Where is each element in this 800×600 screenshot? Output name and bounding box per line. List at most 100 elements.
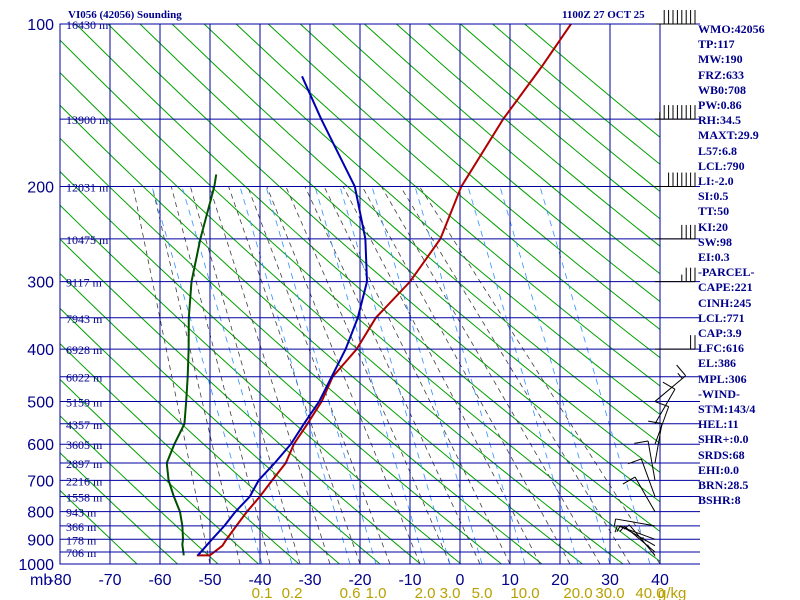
index-line: CAP:3.9 xyxy=(698,326,742,341)
moist-adiabat xyxy=(304,186,481,564)
height-label: 13900 m xyxy=(66,113,109,127)
temperature-tick-label: -10 xyxy=(398,572,421,589)
index-line: CAPE:221 xyxy=(698,280,753,295)
wind-barb-staff xyxy=(624,525,656,553)
height-label: 16430 m xyxy=(66,18,109,32)
moist-adiabat xyxy=(361,186,571,564)
mixing-ratio-label: 40.0 xyxy=(635,585,664,600)
station-title: VI056 (42056) Sounding xyxy=(68,9,182,21)
wind-barb xyxy=(634,440,656,481)
pressure-tick-label: 200 xyxy=(27,180,54,197)
wind-barb-staff xyxy=(634,476,656,512)
wind-barb-half-flag xyxy=(616,525,621,533)
wind-barb-flag xyxy=(627,458,642,465)
mixing-ratio-label: 0.2 xyxy=(282,585,303,600)
stability-indices-panel: WMO:42056 TP:117 MW:190 FRZ:633 WB0:708 PW:0.… xyxy=(698,22,798,509)
height-label: 5159 m xyxy=(66,395,103,409)
wind-barb-staff xyxy=(628,524,656,556)
temperature-tick-label: 20 xyxy=(551,572,569,589)
index-line: HEL:11 xyxy=(698,417,739,432)
plot-area xyxy=(60,24,660,564)
wind-barb xyxy=(655,267,696,283)
temperature-tick-label: -80 xyxy=(48,572,71,589)
wind-barb xyxy=(655,172,696,188)
wind-barb xyxy=(655,105,696,120)
moist-adiabat xyxy=(419,186,660,564)
index-line: EHI:0.0 xyxy=(698,462,740,477)
wind-barb-flag xyxy=(676,364,687,377)
temperature-tick-label: 40 xyxy=(651,572,669,589)
wind-barb-staff xyxy=(654,375,686,402)
index-line: LCL:771 xyxy=(698,310,745,325)
pressure-tick-label: 700 xyxy=(27,473,54,490)
index-line: LCL:790 xyxy=(698,158,745,173)
index-line: -WIND- xyxy=(698,386,740,401)
wind-barb xyxy=(655,10,696,25)
wind-barb-half-flag xyxy=(677,372,683,379)
moist-adiabat xyxy=(151,186,241,564)
mixing-ratio-unit: g/kg xyxy=(658,585,686,600)
wind-barb-flag xyxy=(662,381,676,390)
moist-adiabat xyxy=(400,186,631,564)
mixing-ratio-label: 30.0 xyxy=(595,585,624,600)
height-label: 706 m xyxy=(66,546,97,560)
height-label: 6928 m xyxy=(66,343,103,357)
pressure-tick-label: 300 xyxy=(27,275,54,292)
index-line: TT:50 xyxy=(698,204,730,219)
index-line: SRDS:68 xyxy=(698,447,745,462)
dry-adiabat xyxy=(107,24,660,503)
moist-adiabat xyxy=(247,186,391,564)
temperature-tick-label: -20 xyxy=(348,572,371,589)
wind-barb xyxy=(613,518,656,527)
dry-adiabat xyxy=(139,24,660,474)
wind-barb-staff xyxy=(620,525,656,547)
temperature-tick-label: 0 xyxy=(456,572,465,589)
height-label: 6022 m xyxy=(66,371,103,385)
wind-barb xyxy=(655,335,696,350)
index-line: BRN:28.5 xyxy=(698,478,749,493)
height-label: 366 m xyxy=(66,520,97,534)
height-label: 943 m xyxy=(66,506,97,520)
moist-adiabat xyxy=(170,186,271,564)
height-label: 2897 m xyxy=(66,457,103,471)
temperature-tick-label: 10 xyxy=(501,572,519,589)
index-line: LI:-2.0 xyxy=(698,174,734,189)
moist-adiabat xyxy=(132,186,211,564)
pressure-tick-label: 800 xyxy=(27,505,54,522)
index-line: MW:190 xyxy=(698,52,743,67)
index-line: SHR+:0.0 xyxy=(698,432,749,447)
mixing-ratio-label: 10.0 xyxy=(510,585,539,600)
wind-barb xyxy=(648,420,663,464)
height-label: 4357 m xyxy=(66,418,103,432)
index-line: TP:117 xyxy=(698,37,735,52)
height-label: 178 m xyxy=(66,533,97,547)
wind-barb xyxy=(654,364,687,402)
mixing-ratio-label: 0.1 xyxy=(252,585,273,600)
height-label: 2216 m xyxy=(66,474,103,488)
wind-barb-flag xyxy=(648,420,663,425)
mixing-ratio-label: 2.0 xyxy=(415,585,436,600)
temperature-tick-label: -40 xyxy=(248,572,271,589)
index-line: SI:0.5 xyxy=(698,189,729,204)
height-label: 3605 m xyxy=(66,438,103,452)
pressure-tick-label: 900 xyxy=(27,532,54,549)
index-line: PW:0.86 xyxy=(698,98,742,113)
plot-border xyxy=(59,23,661,565)
pressure-tick-label: 600 xyxy=(27,437,54,454)
wind-barb-staff xyxy=(640,458,656,497)
moist-adiabat xyxy=(323,186,511,564)
temperature-tick-label: -30 xyxy=(298,572,321,589)
height-label: 7943 m xyxy=(66,312,103,326)
wind-barb-flag xyxy=(655,401,669,408)
pressure-tick-label: 500 xyxy=(27,394,54,411)
wind-barb-staff xyxy=(654,423,663,464)
wind-barb-half-flag xyxy=(619,525,625,532)
dry-adiabat xyxy=(60,71,624,564)
wind-barb-staff xyxy=(615,518,656,527)
index-line: CINH:245 xyxy=(698,295,752,310)
observation-time: 1100Z 27 OCT 25 xyxy=(562,9,645,21)
index-line: -PARCEL- xyxy=(698,265,755,280)
moist-adiabat xyxy=(209,186,331,564)
pressure-tick-label: 100 xyxy=(27,17,54,34)
index-line: KI:20 xyxy=(698,219,728,234)
